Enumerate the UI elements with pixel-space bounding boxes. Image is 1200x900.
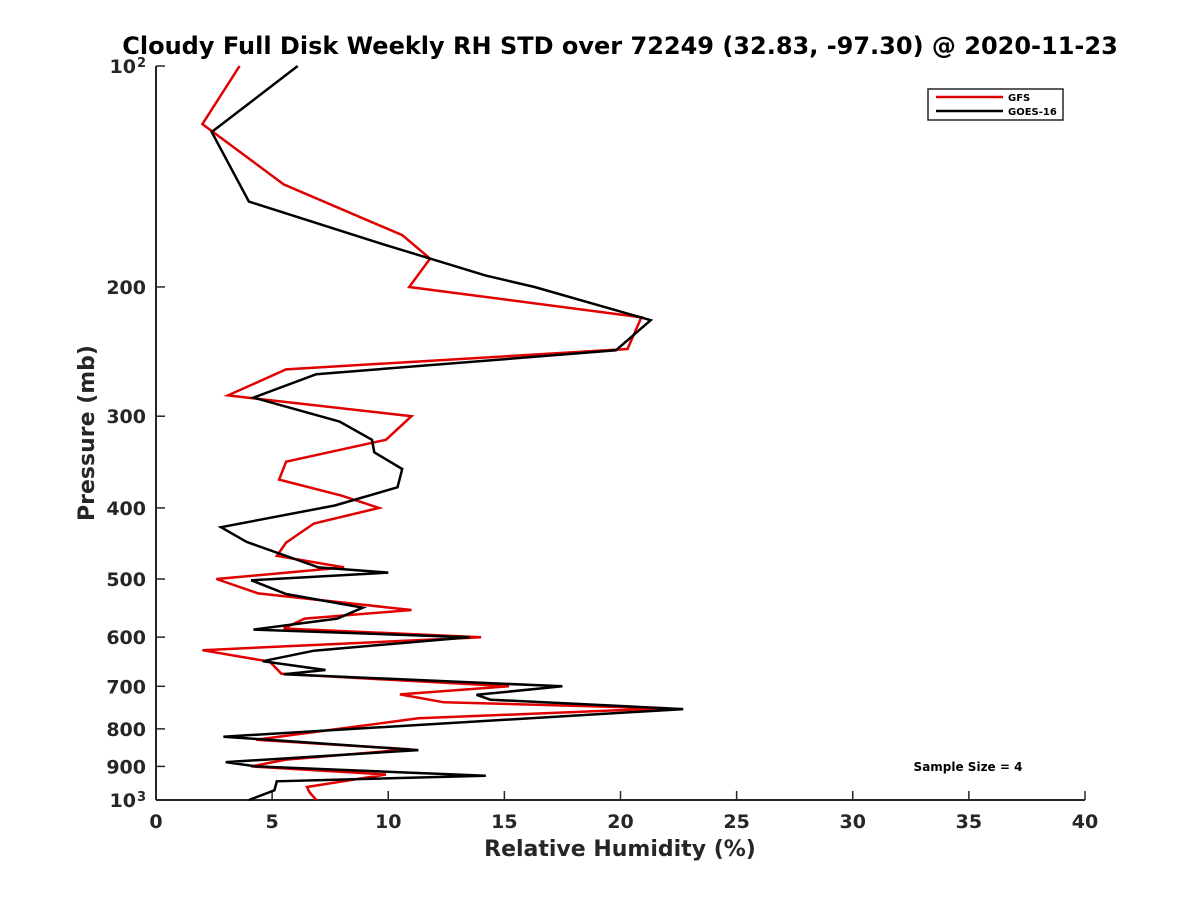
y-tick-label: 700 bbox=[106, 676, 146, 698]
y-tick-label-exponent: 2 bbox=[137, 56, 146, 71]
x-tick-label: 10 bbox=[375, 811, 401, 833]
x-tick-label: 20 bbox=[607, 811, 633, 833]
x-tick-label: 40 bbox=[1072, 811, 1098, 833]
x-ticks: 0 5 10 15 20 25 30 35 40 bbox=[149, 791, 1098, 833]
series-lines bbox=[200, 65, 684, 802]
y-tick-label-base: 10 bbox=[110, 790, 136, 812]
y-tick-label: 800 bbox=[106, 719, 146, 741]
series-line-gfs bbox=[200, 65, 668, 801]
plot-area: 0 5 10 15 20 25 30 35 40 21020030040050060070080… bbox=[106, 56, 1098, 833]
y-tick-label: 500 bbox=[106, 569, 146, 591]
y-tick-label: 600 bbox=[106, 627, 146, 649]
y-tick-label-exponent: 3 bbox=[137, 790, 146, 805]
y-tick-label-base: 10 bbox=[110, 56, 136, 78]
legend-label-gfs: GFS bbox=[1008, 93, 1030, 104]
legend: GFS GOES-16 bbox=[927, 88, 1064, 121]
x-tick-label: 25 bbox=[723, 811, 749, 833]
sample-size-annotation: Sample Size = 4 bbox=[914, 760, 1023, 774]
x-tick-label: 30 bbox=[840, 811, 866, 833]
y-tick-label: 200 bbox=[106, 277, 146, 299]
series-line-goes-16 bbox=[210, 65, 684, 802]
chart-title: Cloudy Full Disk Weekly RH STD over 7224… bbox=[122, 32, 1118, 60]
legend-box bbox=[927, 88, 1064, 121]
y-axis-label: Pressure (mb) bbox=[75, 345, 100, 521]
x-tick-label: 0 bbox=[149, 811, 162, 833]
x-tick-label: 5 bbox=[266, 811, 279, 833]
y-tick-label: 300 bbox=[106, 406, 146, 428]
y-tick-label: 400 bbox=[106, 498, 146, 520]
y-tick-label: 900 bbox=[106, 756, 146, 778]
x-tick-label: 15 bbox=[491, 811, 517, 833]
x-axis-label: Relative Humidity (%) bbox=[484, 837, 756, 862]
legend-label-goes16: GOES-16 bbox=[1008, 107, 1057, 118]
x-tick-label: 35 bbox=[956, 811, 982, 833]
